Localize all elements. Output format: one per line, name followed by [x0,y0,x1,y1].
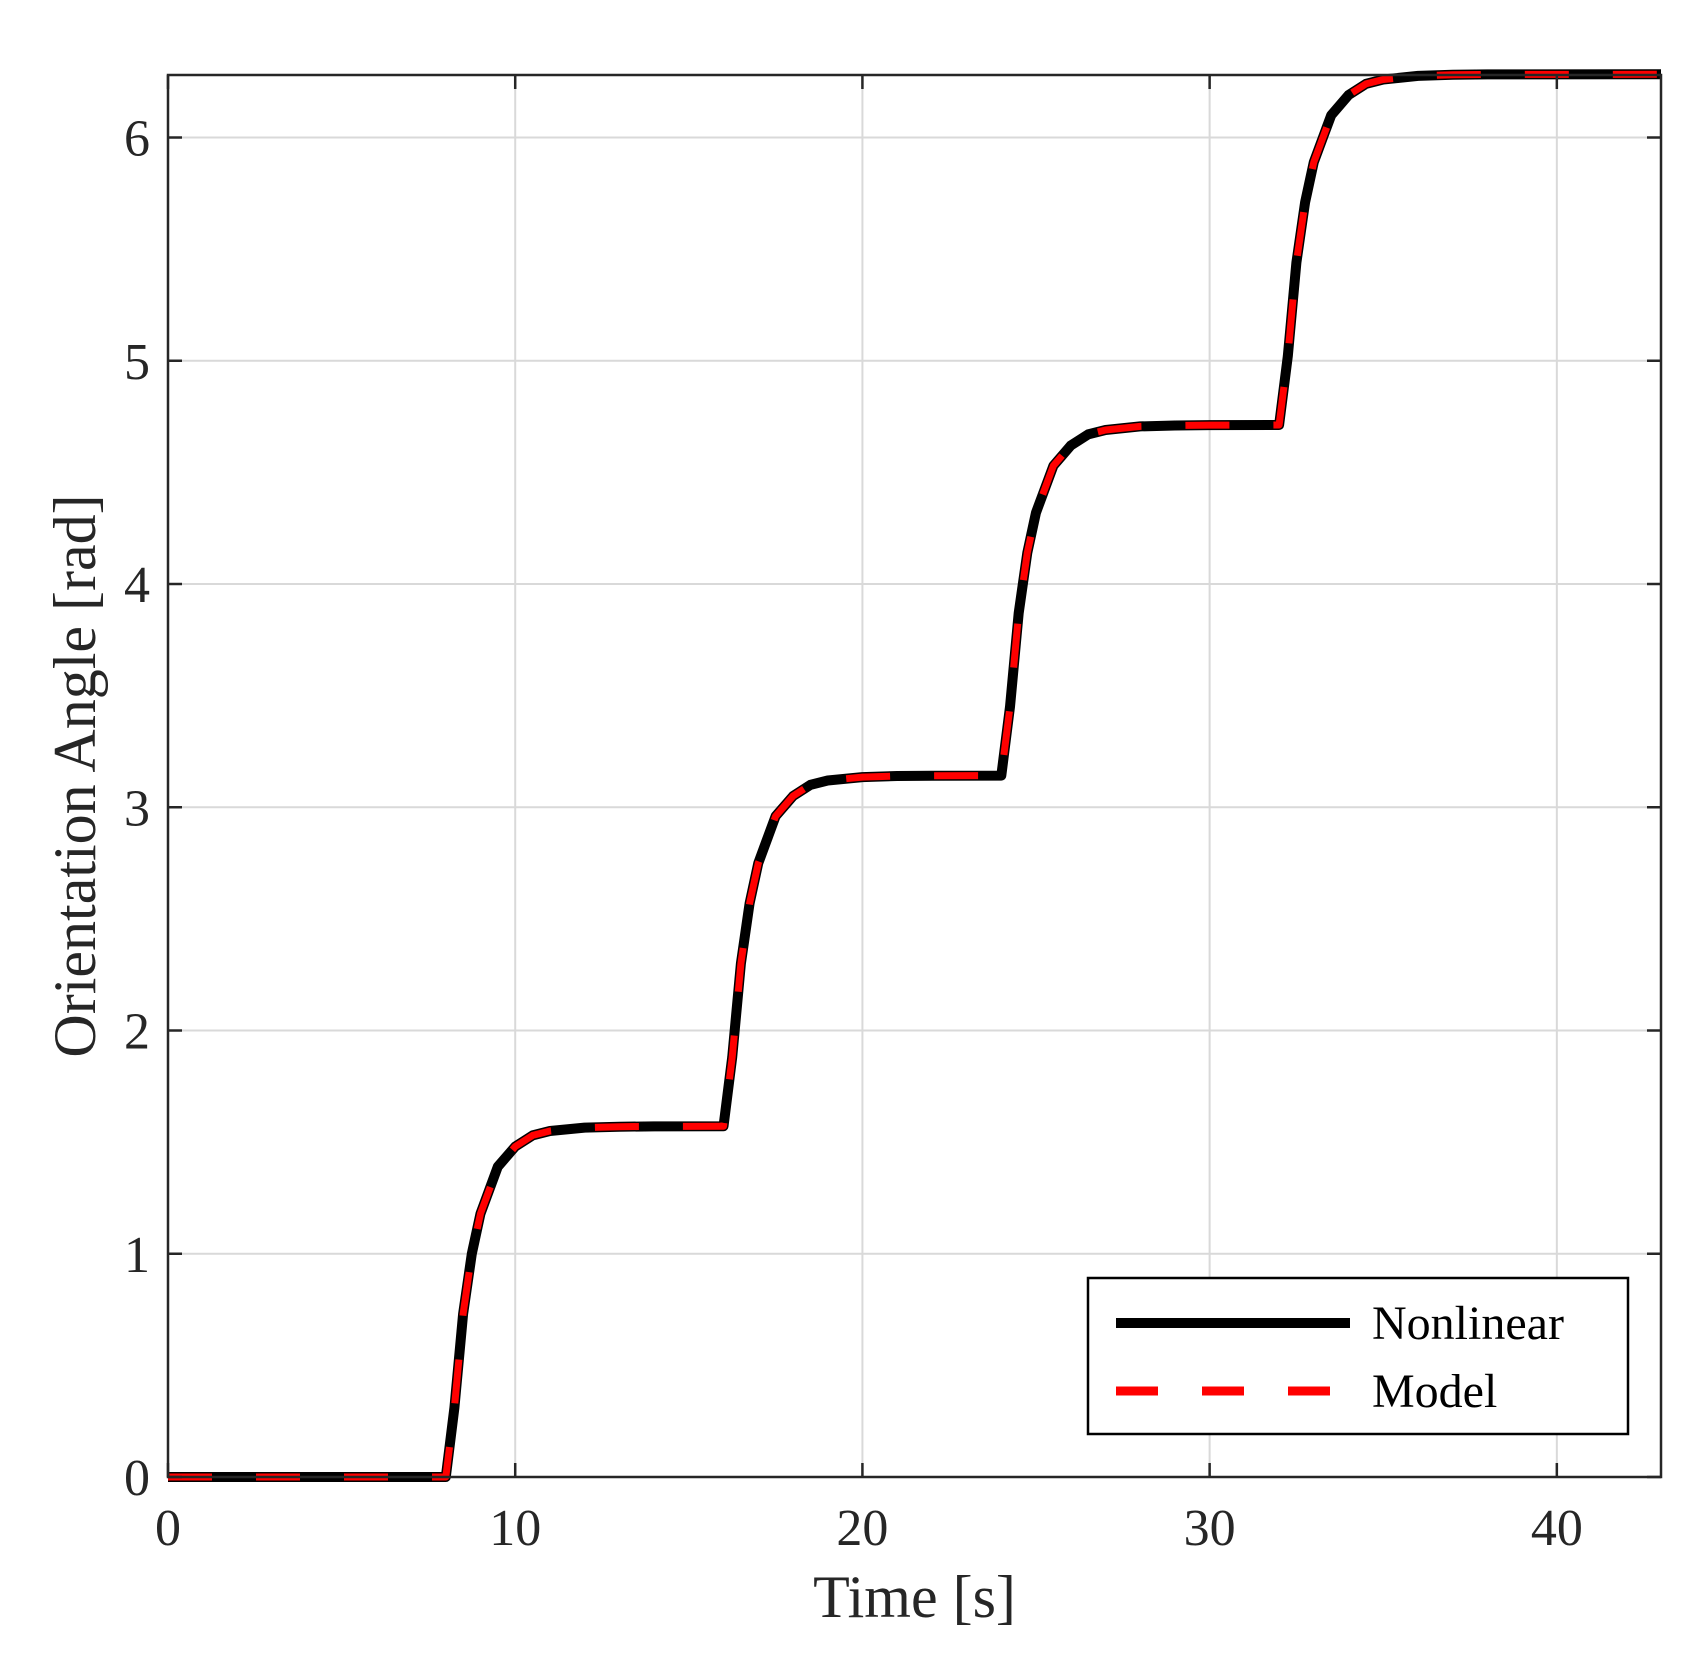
legend-label-nonlinear: Nonlinear [1372,1297,1564,1350]
x-tick-label: 20 [836,1500,888,1557]
legend-label-model: Model [1372,1365,1497,1418]
x-axis-label: Time [s] [813,1564,1016,1630]
series-line-model [168,70,1662,1481]
series-lines [168,69,1662,1482]
x-tick-label: 30 [1184,1500,1236,1557]
x-tick-label: 10 [489,1500,541,1557]
y-tick-label: 2 [124,1004,150,1061]
y-tick-label: 0 [124,1450,150,1507]
y-tick-label: 4 [124,557,150,614]
y-tick-label: 1 [124,1227,150,1284]
x-tick-label: 0 [155,1500,181,1557]
legend-box [1086,1276,1630,1436]
legend: Nonlinear Model [1086,1276,1630,1436]
y-tick-label: 5 [124,334,150,391]
y-tick-label: 6 [124,111,150,168]
y-axis-label: Orientation Angle [rad] [42,494,108,1057]
axes-frame [166,73,1663,1479]
x-tick-label: 40 [1531,1500,1583,1557]
y-tick-label: 3 [124,780,150,837]
ticks: 0 10 20 30 40 0 1 2 3 4 5 6 [124,75,1661,1557]
